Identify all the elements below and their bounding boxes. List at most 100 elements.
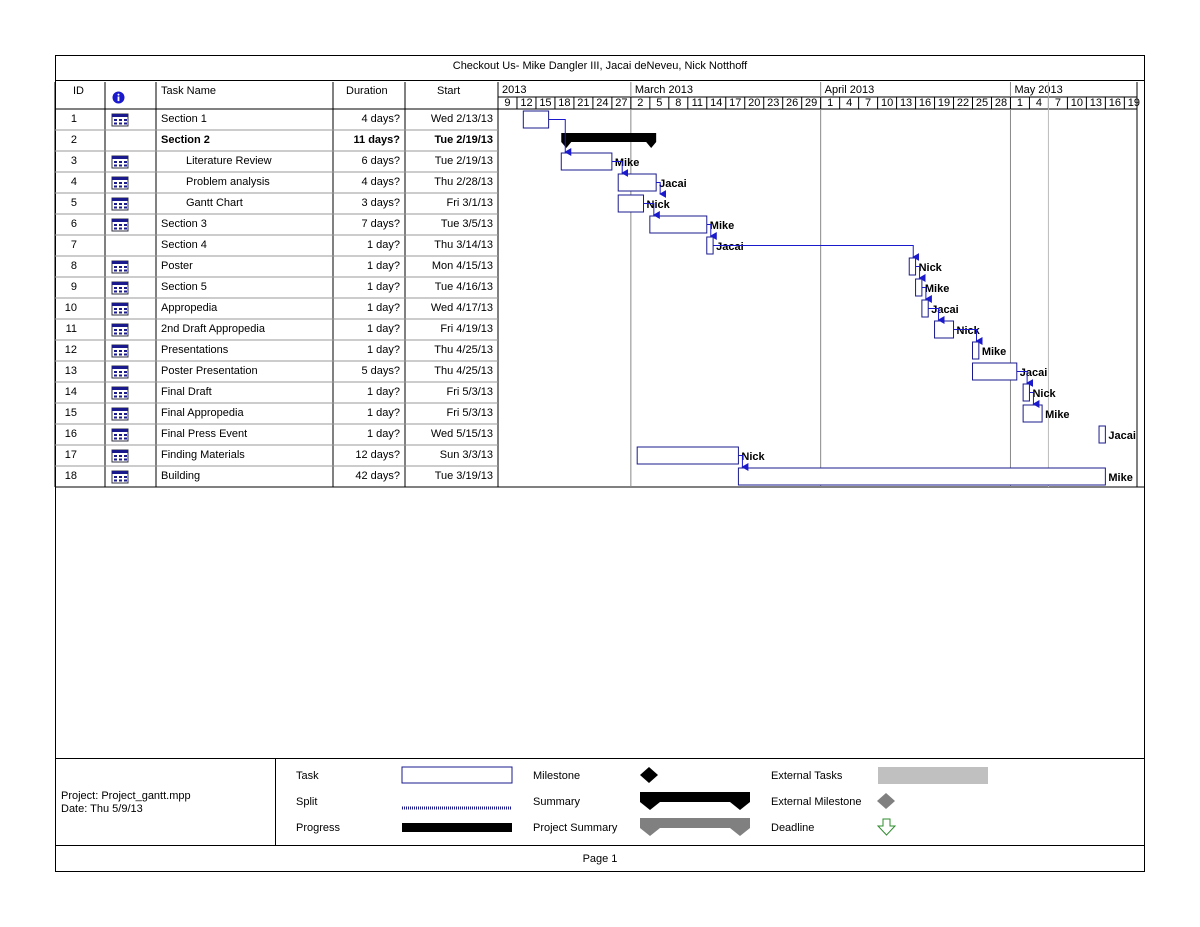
- day-label: 29: [805, 97, 818, 109]
- calendar-icon: [111, 344, 129, 358]
- day-label: 16: [1108, 97, 1121, 109]
- resource-label: Mike: [982, 346, 1006, 358]
- info-icon: [112, 91, 125, 104]
- task-name: Building: [161, 470, 201, 482]
- task-name: Final Draft: [161, 386, 212, 398]
- task-id: 17: [64, 449, 77, 461]
- legend-project-summary-label: Project Summary: [533, 822, 618, 834]
- day-label: 27: [615, 97, 628, 109]
- task-start: Tue 4/16/13: [434, 281, 493, 293]
- task-id: 13: [64, 365, 77, 377]
- calendar-icon: [111, 302, 129, 316]
- task-name: Section 4: [161, 239, 207, 251]
- calendar-icon: [111, 470, 129, 484]
- calendar-icon: [111, 407, 129, 421]
- day-label: 5: [656, 97, 663, 109]
- day-label: 11: [691, 97, 703, 109]
- day-label: 25: [975, 97, 989, 109]
- task-id: 2: [70, 134, 77, 146]
- task-bar: [737, 467, 1106, 486]
- page-number: Page 1: [582, 853, 618, 865]
- task-duration: 11 days?: [353, 134, 400, 146]
- task-start: Fri 4/19/13: [440, 323, 493, 335]
- legend-deadline-label: Deadline: [771, 822, 815, 834]
- day-label: 13: [1089, 97, 1102, 109]
- dependency-arrow: [1016, 371, 1034, 387]
- calendar-icon: [111, 176, 129, 190]
- day-label: 13: [899, 97, 913, 109]
- task-start: Fri 5/3/13: [446, 407, 493, 419]
- task-name: Finding Materials: [161, 449, 245, 461]
- calendar-icon: [111, 386, 129, 400]
- resource-label: Jacai: [659, 178, 687, 190]
- day-label: 4: [1035, 97, 1042, 109]
- task-id: 6: [70, 218, 77, 230]
- legend-summary-label: Summary: [533, 796, 581, 808]
- legend-project-summary-symbol: [640, 818, 750, 836]
- task-name: Section 1: [161, 113, 207, 125]
- task-id: 5: [70, 197, 77, 209]
- resource-label: Nick: [647, 199, 671, 211]
- task-id: 11: [65, 323, 77, 335]
- legend-task-label: Task: [296, 770, 319, 782]
- resource-label: Mike: [1045, 409, 1069, 421]
- resource-label: Jacai: [1108, 430, 1136, 442]
- day-label: 28: [994, 97, 1008, 109]
- resource-label: Nick: [1032, 388, 1056, 400]
- task-name: Presentations: [161, 344, 229, 356]
- date-label: Date: Thu 5/9/13: [61, 803, 143, 815]
- dependency-arrow: [706, 224, 717, 240]
- day-label: 7: [1054, 97, 1061, 109]
- day-label: 14: [710, 97, 723, 109]
- calendar-icon: [111, 155, 129, 169]
- day-label: 23: [767, 97, 780, 109]
- resource-label: Mike: [925, 283, 949, 295]
- task-duration: 4 days?: [361, 113, 400, 125]
- calendar-icon: [111, 113, 129, 127]
- calendar-icon: [111, 428, 129, 442]
- day-label: 21: [577, 97, 590, 109]
- task-id: 18: [64, 470, 77, 482]
- task-duration: 1 day?: [366, 260, 400, 272]
- dependency-arrow: [921, 287, 932, 303]
- day-label: 12: [520, 97, 533, 109]
- project-label: Project: Project_gantt.mpp: [61, 790, 191, 802]
- task-start: Thu 4/25/13: [434, 365, 493, 377]
- task-id: 16: [64, 428, 77, 440]
- task-start: Thu 2/28/13: [434, 176, 493, 188]
- task-name: Literature Review: [186, 155, 272, 167]
- legend-external-tasks-label: External Tasks: [771, 770, 843, 782]
- dependency-arrow: [656, 182, 667, 198]
- legend-milestone-symbol: [640, 767, 658, 783]
- task-id: 7: [70, 239, 77, 251]
- page-title: Checkout Us- Mike Dangler III, Jacai deN…: [452, 60, 748, 72]
- task-id: 10: [64, 302, 77, 314]
- legend-top-divider: [55, 758, 1145, 759]
- legend-milestone-label: Milestone: [533, 770, 581, 782]
- task-name: Final Press Event: [161, 428, 248, 440]
- day-label: 9: [504, 97, 511, 109]
- month-label: 2013: [502, 84, 527, 96]
- legend-external-tasks-symbol: [878, 767, 988, 784]
- task-name: Final Appropedia: [161, 407, 244, 419]
- task-duration: 3 days?: [361, 197, 400, 209]
- day-label: 10: [1070, 97, 1083, 109]
- task-id: 15: [64, 407, 77, 419]
- summary-bar: [561, 133, 657, 148]
- task-start: Thu 3/14/13: [434, 239, 493, 251]
- task-duration: 6 days?: [361, 155, 400, 167]
- task-start: Sun 3/3/13: [439, 449, 493, 461]
- task-name: 2nd Draft Appropedia: [161, 323, 265, 335]
- calendar-icon: [111, 197, 129, 211]
- legend-progress-label: Progress: [296, 822, 341, 834]
- day-label: 19: [937, 97, 951, 109]
- task-id: 4: [70, 176, 77, 188]
- task-duration: 1 day?: [366, 386, 400, 398]
- resource-label: Mike: [615, 157, 639, 169]
- calendar-icon: [111, 260, 129, 274]
- task-duration: 5 days?: [361, 365, 400, 377]
- header-duration: Duration: [346, 85, 388, 97]
- legend-external-milestone-symbol: [877, 793, 895, 809]
